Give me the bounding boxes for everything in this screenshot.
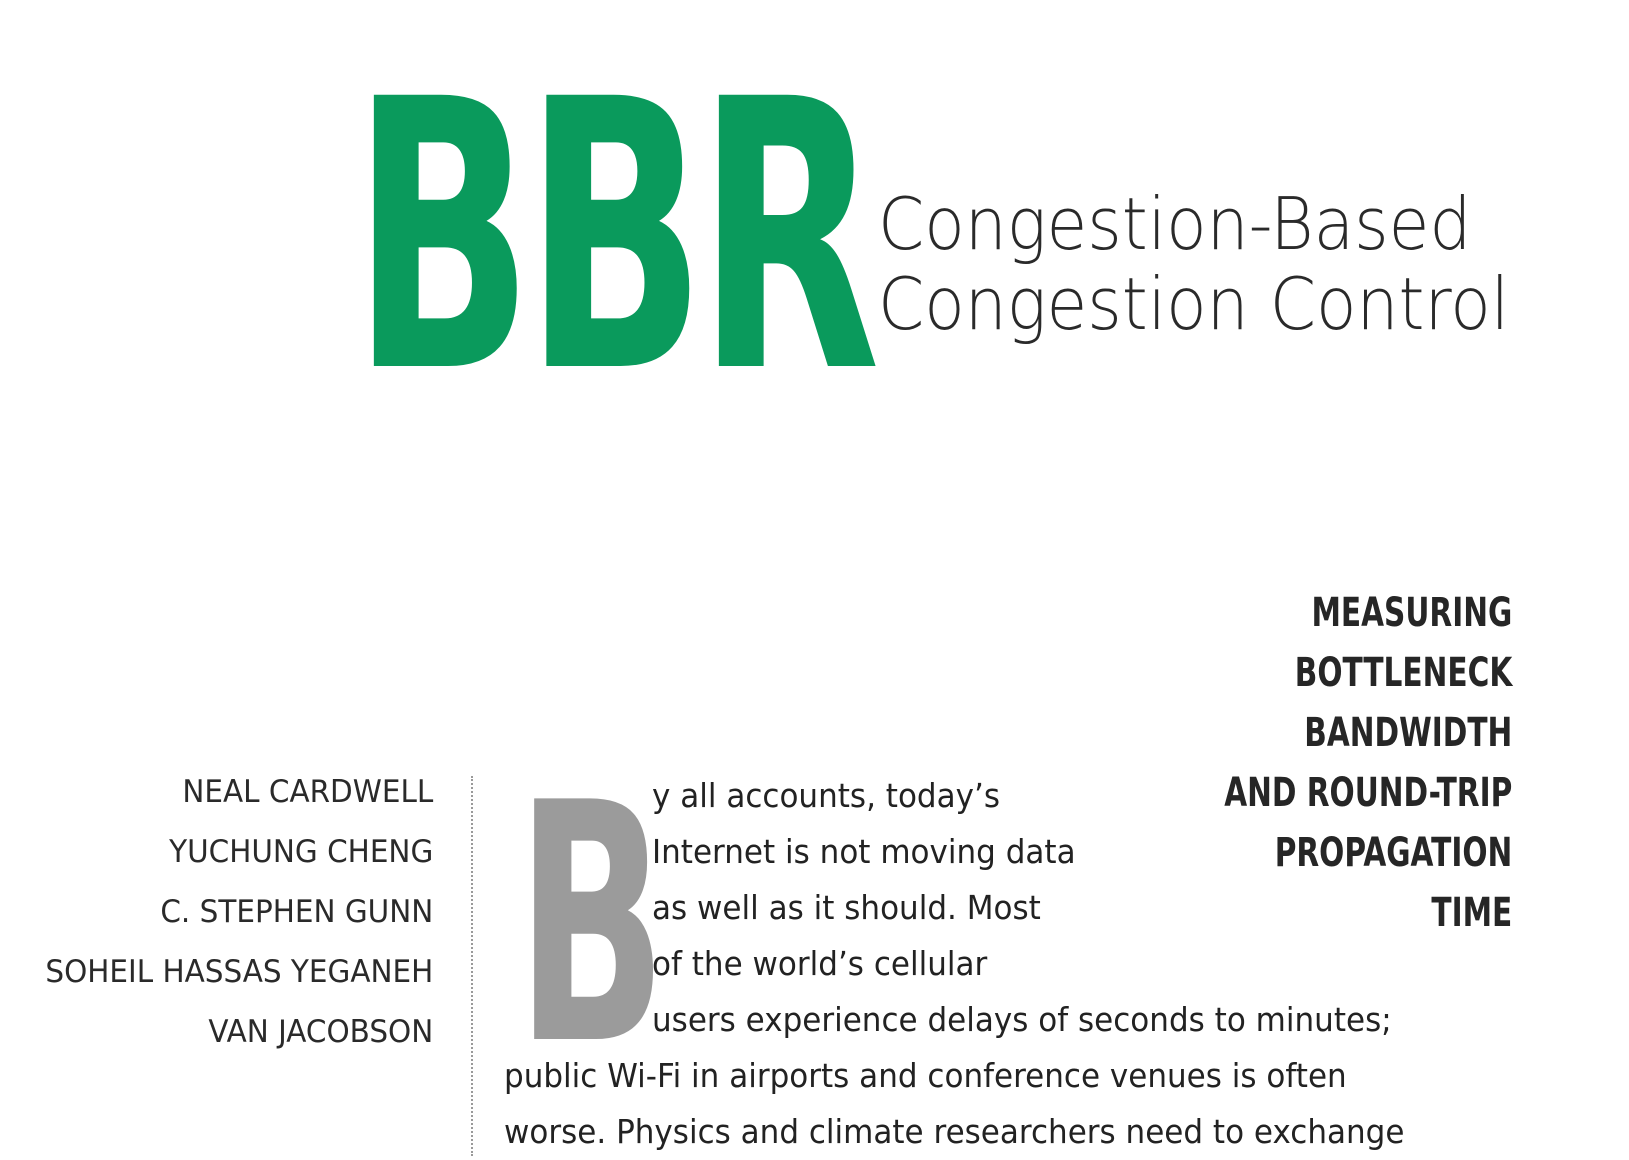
drop-cap: B <box>516 733 667 1117</box>
body-line: public Wi-Fi in airports and conference … <box>504 1056 1347 1095</box>
bbr-title: BBR <box>352 21 880 454</box>
author-name: NEAL CARDWELL <box>182 774 433 810</box>
body-line: worse. Physics and climate researchers n… <box>504 1112 1405 1151</box>
body-line: as well as it should. Most <box>652 888 1041 927</box>
article-subtitle: Congestion-Based Congestion Control <box>878 184 1509 344</box>
author-name: YUCHUNG CHENG <box>168 834 433 870</box>
author-name: C. STEPHEN GUNN <box>160 894 433 930</box>
subtitle-line-1: Congestion-Based <box>878 182 1472 266</box>
article-body-indented: y all accounts, today’s Internet is not … <box>652 768 1392 1048</box>
pull-quote: MEASURING BOTTLENECK BANDWIDTH AND ROUND… <box>1224 583 1512 943</box>
body-line: y all accounts, today’s <box>652 776 1001 815</box>
pull-quote-line: BANDWIDTH <box>1303 710 1512 756</box>
author-list: NEAL CARDWELL YUCHUNG CHENG C. STEPHEN G… <box>45 762 433 1062</box>
author-name: VAN JACOBSON <box>208 1014 433 1050</box>
article-body-full: public Wi-Fi in airports and conference … <box>504 1048 1404 1160</box>
body-line: of the world’s cellular <box>652 944 988 983</box>
column-divider <box>471 776 473 1156</box>
body-line: users experience delays of seconds to mi… <box>652 1000 1392 1039</box>
subtitle-line-2: Congestion Control <box>878 262 1510 346</box>
body-line: Internet is not moving data <box>652 832 1076 871</box>
author-name: SOHEIL HASSAS YEGANEH <box>45 954 433 990</box>
pull-quote-line: AND ROUND-TRIP <box>1223 770 1512 816</box>
pull-quote-line: MEASURING <box>1311 590 1512 636</box>
pull-quote-line: PROPAGATION <box>1274 830 1512 876</box>
pull-quote-line: BOTTLENECK <box>1294 650 1512 696</box>
pull-quote-line: TIME <box>1431 890 1512 936</box>
